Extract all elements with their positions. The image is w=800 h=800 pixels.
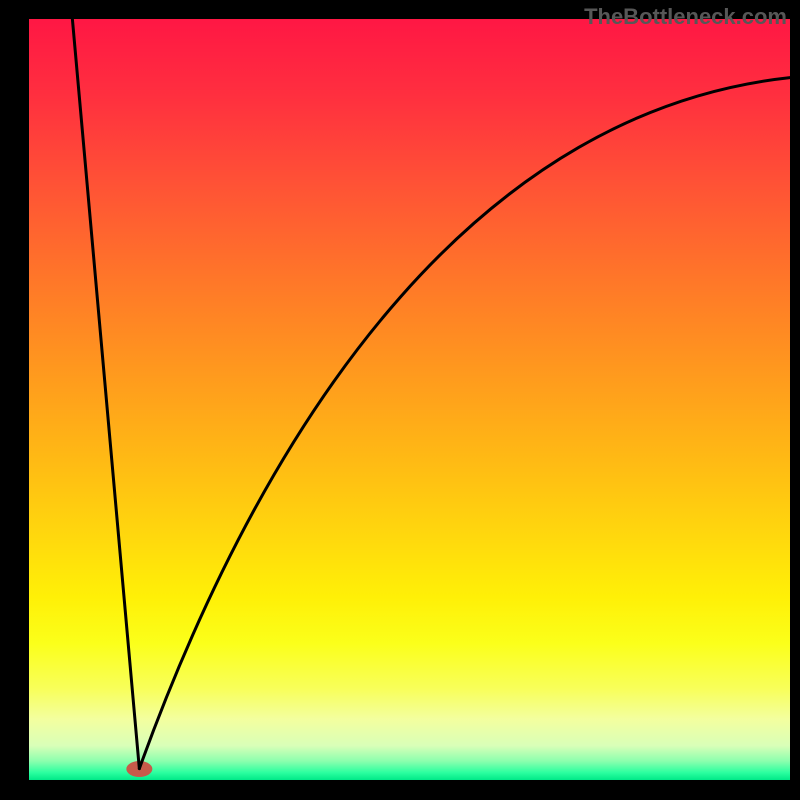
chart-svg	[29, 19, 790, 780]
plot-area	[29, 19, 790, 780]
right-curve	[139, 78, 790, 769]
watermark-text: TheBottleneck.com	[584, 4, 787, 30]
left-curve	[72, 19, 139, 769]
